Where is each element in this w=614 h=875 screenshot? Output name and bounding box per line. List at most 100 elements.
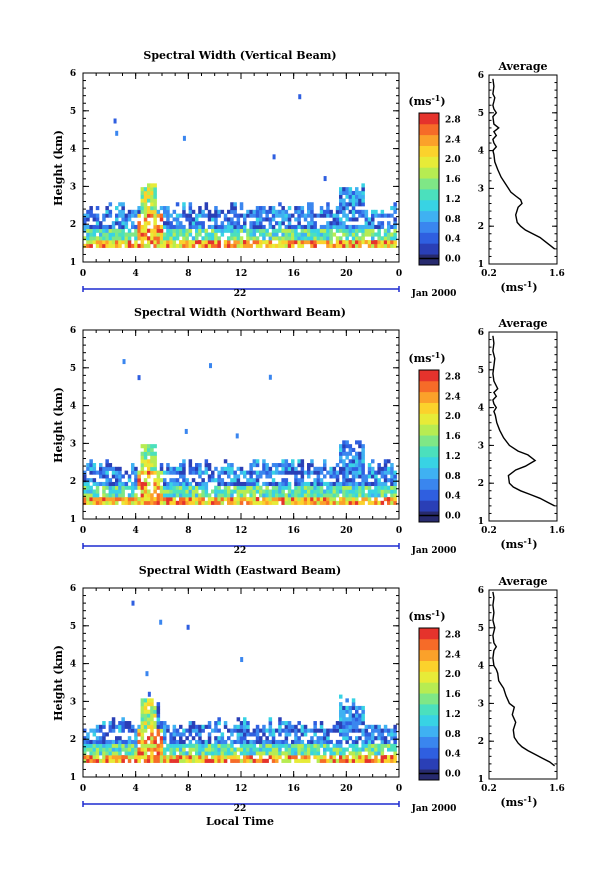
heatmap-cell: [99, 236, 103, 241]
heatmap-cell: [230, 202, 234, 207]
heatmap-cell: [150, 240, 154, 245]
heatmap-cell: [287, 224, 292, 230]
heatmap-cell: [278, 228, 282, 233]
heatmap-cell: [348, 243, 353, 248]
heatmap-cell: [115, 130, 119, 136]
heatmap-cell: [115, 243, 119, 248]
heatmap-cell: [223, 497, 228, 502]
heatmap-cell: [195, 493, 199, 498]
heatmap-cell: [150, 736, 154, 741]
heatmap-cell: [342, 459, 346, 464]
heatmap-cell: [240, 657, 244, 663]
heatmap-cell: [358, 493, 362, 498]
heatmap-cell: [131, 747, 135, 752]
heatmap-cell: [191, 209, 196, 214]
heatmap-cell: [339, 455, 343, 460]
heatmap-cell: [153, 240, 157, 245]
heatmap-cell: [201, 724, 205, 729]
heatmap-cell: [230, 489, 234, 494]
heatmap-cell: [121, 717, 125, 722]
heatmap-cell: [175, 217, 180, 222]
heatmap-cell: [83, 747, 87, 752]
y-axis-label: Height (km): [52, 645, 65, 721]
heatmap-cell: [371, 758, 375, 763]
x-tick-label: 0: [396, 269, 402, 279]
heatmap-cell: [284, 728, 289, 733]
heatmap-cell: [348, 466, 353, 471]
heatmap-cell: [191, 721, 196, 726]
heatmap-cell: [143, 698, 148, 703]
heatmap-cell: [214, 232, 218, 237]
heatmap-cell: [342, 497, 346, 502]
heatmap-cell: [364, 217, 369, 222]
heatmap-cell: [118, 470, 122, 475]
heatmap-cell: [143, 755, 148, 760]
heatmap-cell: [367, 228, 372, 233]
heatmap-cell: [291, 743, 295, 748]
heatmap-cell: [214, 217, 218, 222]
heatmap-cell: [303, 470, 308, 475]
heatmap-cell: [239, 489, 244, 494]
heatmap-cell: [326, 732, 330, 737]
heatmap-cell: [303, 758, 308, 763]
heatmap-cell: [169, 481, 173, 487]
heatmap-cell: [332, 213, 337, 218]
heatmap-cell: [278, 213, 282, 218]
heatmap-cell: [345, 228, 349, 233]
colorbar-tick-label: 0.0: [445, 769, 461, 779]
heatmap-cell: [115, 743, 119, 748]
heatmap-cell: [239, 751, 244, 756]
heatmap-cell: [342, 470, 346, 475]
heatmap-cell: [275, 466, 279, 471]
heatmap-cell: [332, 724, 337, 729]
heatmap-cell: [118, 747, 122, 752]
heatmap-cell: [294, 485, 298, 490]
heatmap-cell: [303, 728, 308, 733]
heatmap-cell: [387, 739, 391, 745]
heatmap-cell: [275, 747, 279, 752]
heatmap-cell: [159, 470, 164, 475]
heatmap-cell: [166, 224, 170, 230]
heatmap-cell: [131, 743, 135, 748]
heatmap-cell: [182, 243, 186, 248]
heatmap-cell: [380, 500, 385, 505]
heatmap-cell: [364, 732, 369, 737]
heatmap-cell: [387, 213, 391, 218]
heatmap-cell: [172, 724, 177, 729]
heatmap-cell: [323, 736, 327, 741]
heatmap-cell: [239, 732, 244, 737]
heatmap-cell: [342, 709, 346, 714]
heatmap-cell: [111, 743, 116, 748]
heatmap-cell: [310, 209, 314, 214]
heatmap-cell: [89, 470, 93, 475]
heatmap-cell: [89, 747, 93, 752]
heatmap-cell: [153, 236, 157, 241]
heatmap-cell: [278, 485, 282, 490]
heatmap-cell: [108, 240, 113, 245]
heatmap-cell: [204, 213, 209, 218]
heatmap-cell: [351, 459, 356, 464]
heatmap-cell: [223, 493, 228, 498]
heatmap-cell: [310, 747, 314, 752]
heatmap-cell: [201, 728, 205, 733]
heatmap-cell: [287, 240, 292, 245]
heatmap-cell: [131, 481, 135, 487]
heatmap-cell: [326, 481, 330, 487]
heatmap-cell: [287, 236, 292, 241]
heatmap-cell: [121, 728, 125, 733]
colorbar-tick-label: 2.8: [445, 116, 461, 126]
heatmap-cell: [118, 466, 122, 471]
heatmap-cell: [220, 758, 225, 763]
heatmap-cell: [326, 747, 330, 752]
heatmap-cell: [143, 747, 148, 752]
heatmap-cell: [124, 221, 129, 226]
heatmap-cell: [361, 202, 365, 207]
heatmap-cell: [297, 736, 301, 741]
heatmap-cell: [83, 497, 87, 502]
heatmap-cell: [265, 209, 269, 214]
heatmap-cell: [287, 724, 292, 729]
heatmap-cell: [243, 224, 247, 230]
x-tick-label: 4: [133, 526, 139, 536]
heatmap-cell: [294, 497, 298, 502]
heatmap-cell: [348, 705, 353, 711]
